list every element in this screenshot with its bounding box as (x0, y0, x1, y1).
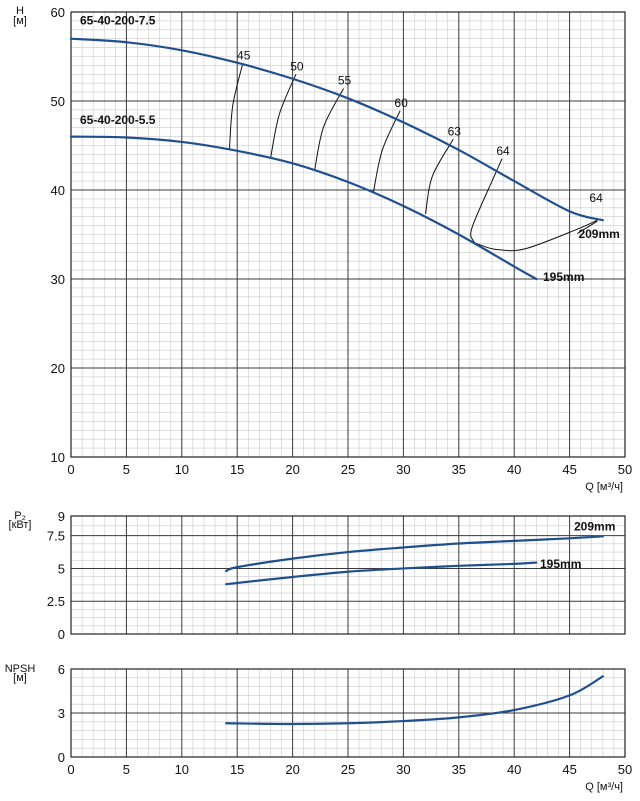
head-x-tick-label: 35 (452, 462, 466, 477)
head-x-tick-label: 50 (618, 462, 632, 477)
npsh-x-tick-label: 35 (452, 762, 466, 777)
head-y-tick-label: 50 (51, 94, 65, 109)
head-y-tick-label: 60 (51, 5, 65, 20)
head-x-tick-label: 10 (175, 462, 189, 477)
efficiency-label: 55 (338, 74, 352, 88)
efficiency-label: 45 (237, 49, 251, 63)
series-name-65-40-200-7.5: 65-40-200-7.5 (80, 13, 156, 27)
power-y-tick-label: 9 (58, 509, 65, 524)
chart-head: 10 20 30 40 50 60 0 5 10 15 20 25 30 35 40 45 50 H[м] Q [м… (13, 5, 632, 493)
power-series-label-209mm: 209mm (574, 519, 615, 533)
npsh-x-tick-label: 45 (562, 762, 576, 777)
npsh-y-axis-unit: [м] (13, 672, 27, 684)
npsh-x-tick-label: 15 (230, 762, 244, 777)
efficiency-line-63 (425, 139, 454, 215)
head-x-tick-label: 45 (562, 462, 576, 477)
impeller-size-label-209mm: 209mm (578, 227, 619, 241)
efficiency-line-64 (470, 180, 598, 252)
chart-npsh: 0 3 6 0 5 10 15 20 25 30 35 40 45 50 NPSH[м] Q [м³/ч] (5, 662, 633, 793)
series-name-65-40-200-5.5: 65-40-200-5.5 (80, 113, 156, 127)
power-series-line (225, 535, 604, 573)
power-y-tick-label: 5 (58, 561, 65, 576)
power-major-grid (70, 515, 626, 635)
power-y-tick-label: 0 (58, 627, 65, 642)
npsh-y-axis-title: NPSH (5, 663, 36, 675)
head-plot-frame (70, 11, 626, 458)
head-x-tick-label: 30 (396, 462, 410, 477)
chart-power: 0 2.5 5 7.5 9 P₂[кВт] (9, 509, 626, 642)
head-y-axis-unit: [м] (13, 15, 27, 27)
efficiency-label: 60 (394, 96, 408, 110)
head-series-line (69, 37, 604, 222)
efficiency-label: 50 (290, 59, 304, 73)
efficiency-line-60 (372, 110, 401, 192)
efficiency-line-55 (314, 88, 345, 170)
npsh-y-tick-label: 0 (58, 750, 65, 765)
head-series-line (69, 135, 538, 281)
head-x-tick-label: 25 (341, 462, 355, 477)
power-y-tick-label: 7.5 (47, 529, 65, 544)
head-y-tick-label: 20 (51, 361, 65, 376)
npsh-x-tick-label: 10 (175, 762, 189, 777)
efficiency-line-45 (228, 63, 244, 150)
power-y-axis-unit: [кВт] (9, 519, 32, 531)
head-y-axis-title: H (16, 5, 24, 17)
npsh-major-grid (70, 668, 626, 758)
power-y-axis-title: P₂ (14, 510, 26, 522)
npsh-x-tick-label: 20 (285, 762, 299, 777)
head-x-tick-label: 20 (285, 462, 299, 477)
head-x-tick-label: 5 (123, 462, 130, 477)
npsh-plot-frame (70, 668, 626, 758)
npsh-series-line (225, 675, 604, 726)
npsh-x-tick-label: 30 (396, 762, 410, 777)
power-series-line (225, 561, 538, 586)
npsh-x-axis-title: Q [м³/ч] (585, 781, 623, 793)
npsh-x-tick-label: 40 (507, 762, 521, 777)
power-plot-frame (70, 515, 626, 635)
size-label-leader (577, 220, 598, 235)
head-x-tick-label: 15 (230, 462, 244, 477)
npsh-y-tick-label: 3 (58, 706, 65, 721)
efficiency-line-50 (269, 74, 297, 159)
efficiency-label: 64 (589, 191, 603, 205)
npsh-x-tick-label: 25 (341, 762, 355, 777)
npsh-x-tick-label: 50 (618, 762, 632, 777)
efficiency-label: 64 (496, 144, 510, 158)
head-x-tick-label: 40 (507, 462, 521, 477)
power-y-tick-label: 2.5 (47, 594, 65, 609)
head-x-axis-title: Q [м³/ч] (585, 481, 623, 493)
npsh-y-tick-label: 6 (58, 662, 65, 677)
head-y-tick-label: 10 (51, 450, 65, 465)
efficiency-label: 63 (448, 124, 462, 138)
head-y-tick-label: 40 (51, 183, 65, 198)
power-series-label-195mm: 195mm (540, 557, 581, 571)
efficiency-line-64-upper (491, 158, 503, 182)
head-y-tick-label: 30 (51, 272, 65, 287)
impeller-size-label-195mm: 195mm (543, 270, 584, 284)
head-x-tick-label: 0 (67, 462, 74, 477)
npsh-x-tick-label: 0 (67, 762, 74, 777)
npsh-x-tick-label: 5 (123, 762, 130, 777)
